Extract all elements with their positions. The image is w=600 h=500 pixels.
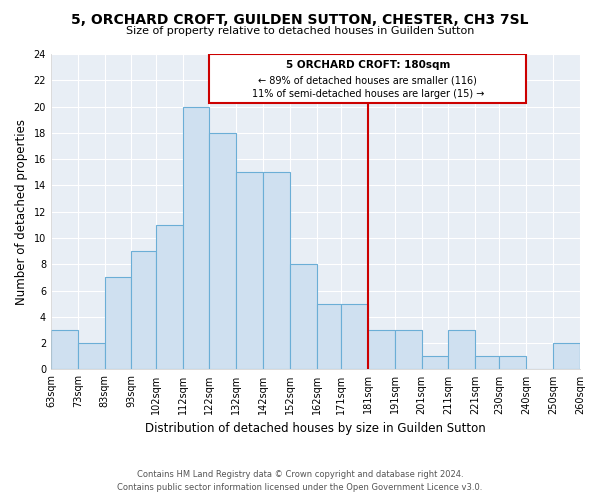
Bar <box>553 343 580 369</box>
Bar <box>182 106 209 370</box>
Text: 5, ORCHARD CROFT, GUILDEN SUTTON, CHESTER, CH3 7SL: 5, ORCHARD CROFT, GUILDEN SUTTON, CHESTE… <box>71 12 529 26</box>
Bar <box>131 251 155 370</box>
Bar <box>263 172 290 370</box>
Bar <box>317 304 341 370</box>
Bar <box>341 304 368 370</box>
Y-axis label: Number of detached properties: Number of detached properties <box>15 118 28 304</box>
Bar <box>499 356 526 370</box>
Bar <box>78 343 104 369</box>
Bar <box>209 133 236 370</box>
Bar <box>236 172 263 370</box>
Bar <box>475 356 499 370</box>
Bar <box>422 356 448 370</box>
X-axis label: Distribution of detached houses by size in Guilden Sutton: Distribution of detached houses by size … <box>145 422 486 435</box>
Bar <box>209 54 526 102</box>
Bar <box>155 225 182 370</box>
Bar <box>290 264 317 370</box>
Text: Size of property relative to detached houses in Guilden Sutton: Size of property relative to detached ho… <box>126 26 474 36</box>
Text: 11% of semi-detached houses are larger (15) →: 11% of semi-detached houses are larger (… <box>251 89 484 99</box>
Bar <box>580 343 600 369</box>
Bar <box>51 330 78 370</box>
Bar <box>104 278 131 370</box>
Text: Contains HM Land Registry data © Crown copyright and database right 2024.
Contai: Contains HM Land Registry data © Crown c… <box>118 470 482 492</box>
Bar <box>395 330 422 370</box>
Text: 5 ORCHARD CROFT: 180sqm: 5 ORCHARD CROFT: 180sqm <box>286 60 450 70</box>
Text: ← 89% of detached houses are smaller (116): ← 89% of detached houses are smaller (11… <box>259 76 477 86</box>
Bar <box>448 330 475 370</box>
Bar <box>368 330 395 370</box>
